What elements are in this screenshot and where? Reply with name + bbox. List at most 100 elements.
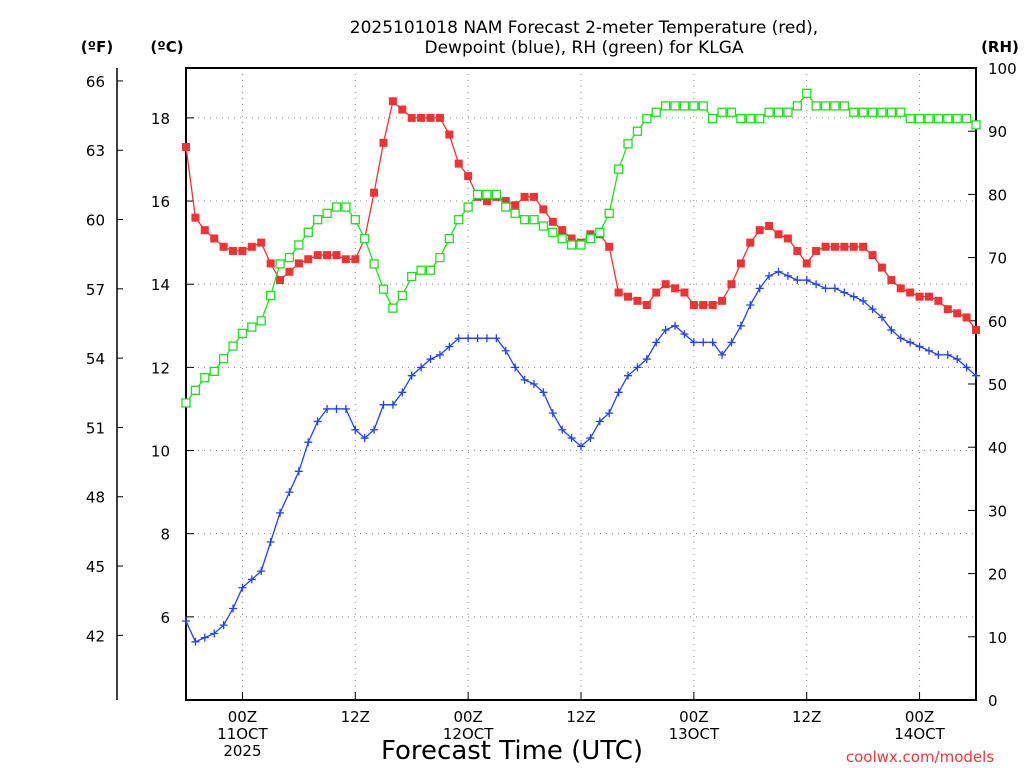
dewpoint-point xyxy=(859,296,868,305)
temperature-line xyxy=(185,100,977,331)
rh-point xyxy=(877,107,887,117)
temperature-point xyxy=(962,313,971,322)
dewpoint-point xyxy=(661,325,670,334)
temperature-point xyxy=(727,280,736,289)
rh-point xyxy=(284,252,295,263)
rh-point xyxy=(670,101,680,111)
rh-point xyxy=(820,101,831,111)
temperature-point xyxy=(426,113,435,122)
rh-point xyxy=(783,107,793,117)
dewpoint-point xyxy=(727,338,736,347)
dewpoint-point xyxy=(586,434,595,443)
rh-point xyxy=(576,240,586,250)
temperature-point xyxy=(276,276,285,285)
rh-tick-label: 40 xyxy=(988,439,1007,457)
dewpoint-point xyxy=(266,538,275,546)
rh-point xyxy=(613,164,624,174)
rh-point xyxy=(491,189,502,200)
temperature-point xyxy=(642,301,651,309)
dewpoint-point xyxy=(840,288,849,297)
temperature-point xyxy=(783,234,792,243)
rh-tick-label: 70 xyxy=(988,250,1007,268)
temperature-point xyxy=(633,296,642,305)
fahrenheit-tick-label: 57 xyxy=(86,281,105,299)
temperature-point xyxy=(708,301,717,309)
rh-point xyxy=(256,316,266,326)
celsius-tick-label: 10 xyxy=(151,443,170,461)
rh-point xyxy=(736,113,746,124)
time-tick-label: 13OCT xyxy=(669,725,720,743)
temperature-point xyxy=(953,309,962,318)
rh-point xyxy=(557,233,567,244)
rh-point xyxy=(811,101,821,111)
dewpoint-point xyxy=(953,355,962,364)
time-tick-label: 12Z xyxy=(792,708,821,726)
time-tick-label: 14OCT xyxy=(894,725,945,743)
fahrenheit-unit-label: (ºF) xyxy=(81,38,113,56)
dewpoint-point xyxy=(219,621,228,630)
rh-point xyxy=(642,113,652,124)
temperature-point xyxy=(501,197,510,206)
dewpoint-point xyxy=(718,350,727,359)
rh-tick-label: 100 xyxy=(988,60,1017,78)
temperature-point xyxy=(605,242,614,251)
dewpoint-line xyxy=(185,270,977,643)
temperature-series xyxy=(182,97,980,334)
dewpoint-point xyxy=(200,633,209,642)
temperature-point xyxy=(671,284,680,293)
temperature-point xyxy=(313,251,322,260)
temperature-point xyxy=(802,259,811,268)
rh-point xyxy=(237,328,248,339)
temperature-point xyxy=(558,226,567,235)
dewpoint-point xyxy=(341,404,350,413)
temperature-point xyxy=(567,234,576,243)
rh-point xyxy=(181,398,191,408)
temperature-point xyxy=(718,296,727,305)
dewpoint-point xyxy=(323,404,332,413)
temperature-point xyxy=(859,242,868,251)
temperature-point xyxy=(539,205,548,214)
temperature-point xyxy=(793,246,802,255)
dewpoint-point xyxy=(257,567,266,576)
fahrenheit-tick-label: 66 xyxy=(86,73,105,91)
celsius-tick-label: 14 xyxy=(151,276,170,294)
rh-point xyxy=(200,373,210,383)
rh-point xyxy=(435,252,445,263)
rh-point xyxy=(388,303,398,313)
temperature-point xyxy=(341,255,350,264)
dewpoint-point xyxy=(558,425,567,434)
time-tick-label: 12Z xyxy=(566,708,595,726)
dewpoint-point xyxy=(304,438,313,447)
dewpoint-point xyxy=(567,434,576,443)
rh-point xyxy=(867,107,878,117)
rh-point xyxy=(360,233,370,244)
rh-point xyxy=(444,233,454,244)
dewpoint-point xyxy=(370,425,379,434)
temperature-point xyxy=(972,325,980,334)
dewpoint-point xyxy=(454,334,463,343)
dewpoint-point xyxy=(962,363,971,372)
rh-point xyxy=(604,208,614,219)
dewpoint-point xyxy=(934,350,943,359)
dewpoint-point xyxy=(191,637,200,646)
rh-point xyxy=(632,126,643,136)
rh-point xyxy=(651,107,661,117)
temperature-point xyxy=(624,292,633,301)
temperature-point xyxy=(830,242,839,251)
temperature-point xyxy=(379,138,388,147)
rh-point xyxy=(698,101,708,111)
rh-point xyxy=(924,113,934,124)
dewpoint-point xyxy=(868,305,877,314)
rh-point xyxy=(416,265,426,275)
rh-point xyxy=(313,215,323,225)
dewpoint-point xyxy=(830,284,839,293)
temperature-point xyxy=(652,288,661,297)
fahrenheit-tick-label: 51 xyxy=(86,419,105,437)
rh-point xyxy=(265,290,276,301)
dewpoint-point xyxy=(896,334,905,343)
dewpoint-point xyxy=(482,334,491,343)
dewpoint-point xyxy=(238,583,247,592)
temperature-point xyxy=(266,259,275,268)
fahrenheit-tick-label: 48 xyxy=(86,489,105,507)
